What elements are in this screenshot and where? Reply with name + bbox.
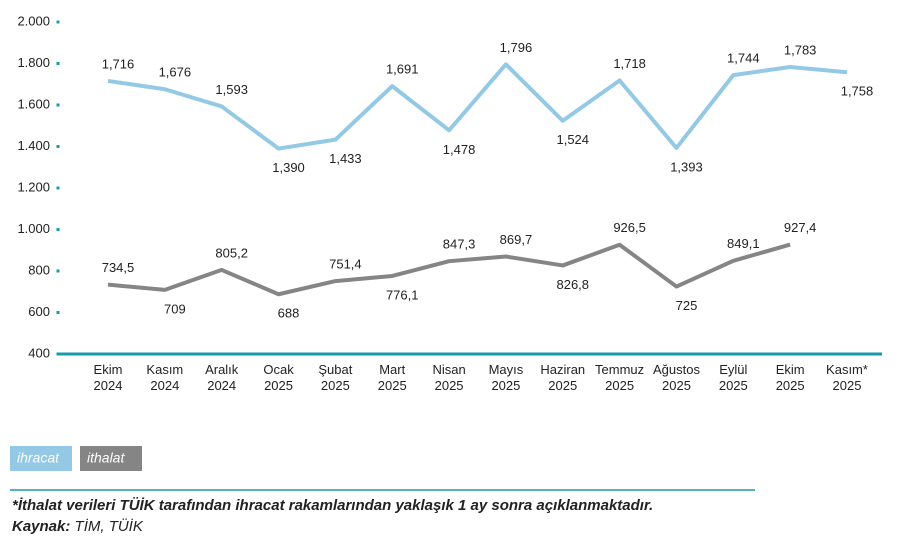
data-label: 1,691 <box>386 62 419 77</box>
source-label: Kaynak: <box>12 518 71 535</box>
source: Kaynak: TİM, TÜİK <box>12 518 143 535</box>
legend-swatch <box>80 446 142 471</box>
data-label: 1,593 <box>215 82 248 97</box>
x-tick-label: Ağustos 2025 <box>653 362 700 393</box>
data-label: 805,2 <box>215 245 248 260</box>
y-tick-mark <box>56 311 60 314</box>
series-line <box>107 62 848 151</box>
data-label: 1,744 <box>727 51 760 66</box>
data-label: 1,524 <box>556 132 589 147</box>
y-tick-label: 1.800 <box>17 55 50 70</box>
x-tick-label: Ekim 2025 <box>776 362 805 393</box>
data-label: 1,783 <box>784 42 817 57</box>
footnote: *İthalat verileri TÜİK tarafından ihraca… <box>12 497 654 514</box>
legend-label: ithalat <box>87 450 125 466</box>
x-tick-label: Kasım* 2025 <box>826 362 868 393</box>
y-tick-mark <box>56 62 60 65</box>
data-label: 927,4 <box>784 220 817 235</box>
data-label: 849,1 <box>727 236 760 251</box>
x-tick-label: Şubat 2025 <box>318 362 352 393</box>
data-label: 1,796 <box>500 40 533 55</box>
series-line <box>107 242 791 297</box>
data-label: 1,390 <box>272 160 305 175</box>
x-tick-label: Aralık 2024 <box>205 362 239 393</box>
y-tick-label: 1.000 <box>17 221 50 236</box>
y-tick-label: 600 <box>28 304 50 319</box>
x-tick-label: Haziran 2025 <box>540 362 585 393</box>
y-tick-label: 1.400 <box>17 138 50 153</box>
data-label: 688 <box>278 306 300 321</box>
x-tick-label: Ekim 2024 <box>94 362 123 393</box>
y-tick-mark <box>56 145 60 148</box>
source-text: TİM, TÜİK <box>74 518 143 535</box>
data-label: 1,718 <box>613 56 646 71</box>
data-label: 1,393 <box>670 159 703 174</box>
data-label: 1,716 <box>102 56 135 71</box>
x-tick-label: Mart 2025 <box>378 362 407 393</box>
y-tick-mark <box>56 269 60 273</box>
x-tick-label: Kasım 2024 <box>146 362 183 393</box>
x-tick-label: Eylül 2025 <box>719 362 748 393</box>
data-label: 826,8 <box>556 277 589 292</box>
data-label: 709 <box>164 301 186 316</box>
data-label: 1,758 <box>841 84 874 99</box>
y-tick-label: 1.600 <box>17 96 50 111</box>
data-label: 869,7 <box>500 232 533 247</box>
data-label: 776,1 <box>386 287 419 302</box>
legend-label: ihracat <box>17 450 60 466</box>
data-label: 847,3 <box>443 237 476 252</box>
y-tick-label: 400 <box>28 345 50 360</box>
x-tick-label: Temmuz 2025 <box>595 362 644 393</box>
data-label: 1,676 <box>159 65 192 80</box>
data-label: 734,5 <box>102 260 135 275</box>
y-tick-mark <box>56 228 60 231</box>
y-tick-mark <box>56 186 60 190</box>
y-tick-label: 1.200 <box>17 179 50 194</box>
data-label: 926,5 <box>613 220 646 235</box>
x-tick-label: Ocak 2025 <box>263 362 294 393</box>
y-tick-mark <box>56 20 60 24</box>
data-label: 1,433 <box>329 151 362 166</box>
y-tick-mark <box>56 103 60 107</box>
y-tick-label: 800 <box>28 262 50 277</box>
y-tick-label: 2.000 <box>17 13 50 28</box>
data-label: 751,4 <box>329 257 362 272</box>
x-tick-label: Mayıs 2025 <box>489 362 524 393</box>
data-label: 1,478 <box>443 142 476 157</box>
data-label: 725 <box>676 298 698 313</box>
x-tick-label: Nisan 2025 <box>432 362 465 393</box>
legend-swatch <box>10 446 72 471</box>
